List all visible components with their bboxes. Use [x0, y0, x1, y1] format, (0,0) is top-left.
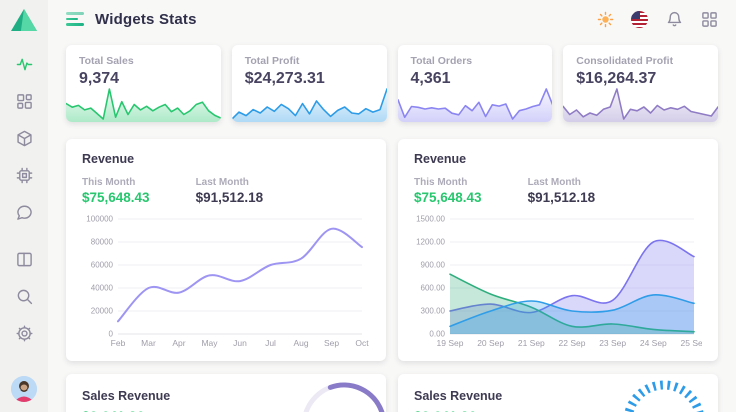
card-title: Revenue — [414, 152, 467, 166]
search-icon[interactable] — [15, 287, 33, 305]
svg-text:Jun: Jun — [233, 338, 247, 348]
tick-gauge-chart — [612, 380, 718, 412]
svg-text:300.00: 300.00 — [421, 307, 446, 316]
top-header: Widgets Stats — [48, 0, 736, 38]
stat-value: $24,273.31 — [244, 70, 325, 87]
this-month-stat: This Month $75,648.43 — [82, 177, 150, 205]
sidebar — [0, 0, 48, 412]
svg-text:21 Sep: 21 Sep — [518, 338, 545, 348]
svg-text:0: 0 — [109, 330, 114, 339]
svg-text:100000: 100000 — [86, 215, 113, 224]
layout-columns-icon[interactable] — [15, 250, 33, 268]
svg-text:22 Sep: 22 Sep — [559, 338, 586, 348]
app-logo[interactable] — [11, 9, 37, 31]
sidebar-nav-bottom — [11, 250, 37, 402]
svg-text:24 Sep: 24 Sep — [640, 338, 667, 348]
stat-value: $16,264.37 — [576, 70, 657, 87]
svg-text:80000: 80000 — [91, 238, 114, 247]
revenue-stats: This Month $75,648.43 Last Month $91,512… — [82, 177, 370, 205]
revenue-card-daily: Revenue This Month $75,648.43 Last Month… — [398, 139, 718, 361]
sales-revenue-card-donut: Sales Revenue $9,641.26 — [66, 374, 386, 412]
main-content: Total Sales 9,374 Total Profit $24,273.3… — [48, 38, 736, 412]
stat-card-total-orders: Total Orders 4,361 — [397, 45, 553, 122]
last-month-label: Last Month — [527, 177, 581, 188]
stat-label: Consolidated Profit — [576, 55, 674, 67]
sales-revenue-card-gauge: Sales Revenue $9,641.26 — [398, 374, 718, 412]
this-month-stat: This Month $75,648.43 — [414, 177, 482, 205]
revenue-stats: This Month $75,648.43 Last Month $91,512… — [414, 177, 702, 205]
sidebar-nav-top — [15, 55, 33, 221]
sparkline-chart — [231, 86, 387, 122]
revenue-card-monthly: Revenue This Month $75,648.43 Last Month… — [66, 139, 386, 361]
svg-text:Sep: Sep — [324, 338, 339, 348]
package-box-icon[interactable] — [15, 129, 33, 147]
svg-text:600.00: 600.00 — [421, 284, 446, 293]
last-month-value: $91,512.18 — [527, 190, 596, 205]
dashboard-grid-icon[interactable] — [15, 92, 33, 110]
header-actions — [596, 10, 718, 28]
user-avatar[interactable] — [11, 376, 37, 402]
page-title: Widgets Stats — [95, 10, 197, 28]
svg-text:40000: 40000 — [91, 284, 114, 293]
stat-card-total-sales: Total Sales 9,374 — [66, 45, 221, 122]
stat-label: Total Sales — [79, 55, 134, 67]
sun-icon[interactable] — [596, 10, 614, 28]
svg-text:900.00: 900.00 — [421, 261, 446, 270]
chat-bubble-icon[interactable] — [15, 203, 33, 221]
svg-text:20000: 20000 — [91, 307, 114, 316]
sales-revenue-value: $9,641.26 — [82, 408, 370, 412]
activity-icon[interactable] — [15, 55, 33, 73]
svg-text:60000: 60000 — [91, 261, 114, 270]
card-title: Revenue — [82, 152, 135, 166]
flag-union — [631, 10, 640, 19]
revenue-line-chart: 0 20000 40000 60000 80000 100000 Feb Mar Apr May J… — [82, 213, 370, 351]
last-month-value: $91,512.18 — [195, 190, 264, 205]
svg-text:Jul: Jul — [265, 338, 276, 348]
revenue-area-chart: 0.00 300.00 600.00 900.00 1200.00 1500.00 19 S… — [414, 213, 708, 351]
hamburger-menu-icon[interactable] — [66, 12, 84, 26]
svg-text:20 Sep: 20 Sep — [477, 338, 504, 348]
revenue-row: Revenue This Month $75,648.43 Last Month… — [66, 139, 718, 361]
svg-text:Oct: Oct — [355, 338, 369, 348]
last-month-label: Last Month — [195, 177, 249, 188]
stat-value: 9,374 — [79, 70, 120, 87]
stat-value: 4,361 — [410, 70, 451, 87]
svg-text:Aug: Aug — [293, 338, 308, 348]
svg-text:1200.00: 1200.00 — [416, 238, 445, 247]
sales-revenue-row: Sales Revenue $9,641.26 Sales Revenue $9… — [66, 374, 718, 412]
stat-label: Total Orders — [410, 55, 473, 67]
sparkline-chart — [563, 86, 718, 122]
this-month-label: This Month — [414, 177, 468, 188]
sparkline-chart — [66, 86, 221, 122]
card-title: Sales Revenue — [82, 389, 171, 403]
svg-text:Apr: Apr — [172, 338, 185, 348]
card-title: Sales Revenue — [414, 389, 503, 403]
svg-text:23 Sep: 23 Sep — [599, 338, 626, 348]
sparkline-chart — [397, 86, 553, 122]
settings-gear-icon[interactable] — [15, 324, 33, 342]
last-month-stat: Last Month $91,512.18 — [528, 177, 596, 205]
svg-text:Mar: Mar — [141, 338, 156, 348]
svg-text:1500.00: 1500.00 — [416, 215, 445, 224]
donut-chart — [292, 380, 386, 412]
us-flag-icon[interactable] — [631, 10, 648, 28]
this-month-value: $75,648.43 — [414, 190, 482, 205]
svg-text:0.00: 0.00 — [429, 330, 445, 339]
this-month-value: $75,648.43 — [82, 190, 150, 205]
bell-icon[interactable] — [665, 10, 683, 28]
stat-label: Total Profit — [244, 55, 300, 67]
svg-text:19 Sep: 19 Sep — [437, 338, 464, 348]
this-month-label: This Month — [82, 177, 136, 188]
stat-card-consolidated-profit: Consolidated Profit $16,264.37 — [563, 45, 718, 122]
svg-text:Feb: Feb — [111, 338, 126, 348]
stat-card-total-profit: Total Profit $24,273.31 — [231, 45, 387, 122]
stats-row: Total Sales 9,374 Total Profit $24,273.3… — [66, 45, 718, 122]
sales-revenue-value: $9,641.26 — [414, 408, 702, 412]
apps-grid-icon[interactable] — [700, 10, 718, 28]
svg-text:May: May — [201, 338, 218, 348]
svg-text:25 Sep: 25 Sep — [681, 338, 702, 348]
cpu-chip-icon[interactable] — [15, 166, 33, 184]
last-month-stat: Last Month $91,512.18 — [196, 177, 264, 205]
